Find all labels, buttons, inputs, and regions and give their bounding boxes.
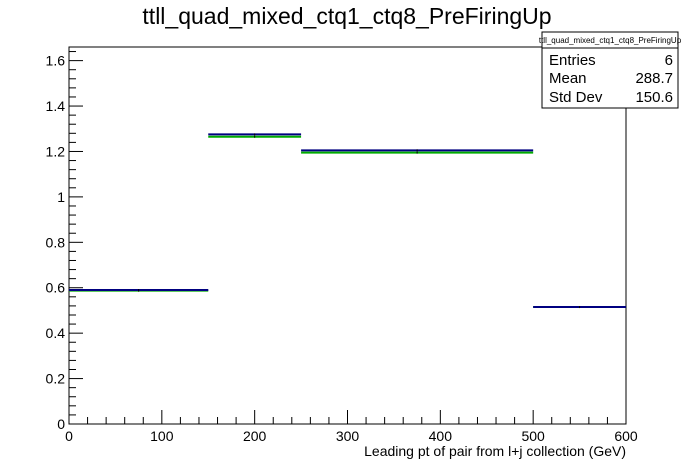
y-tick-label: 0 — [57, 416, 65, 432]
y-tick-label: 0.6 — [46, 280, 66, 296]
stats-entries-label: Entries — [549, 52, 596, 69]
y-tick-label: 1 — [57, 189, 65, 205]
x-tick-label: 0 — [65, 428, 73, 444]
stats-box-frame — [541, 31, 679, 109]
stats-mean-value: 288.7 — [635, 70, 673, 87]
chart-title: ttll_quad_mixed_ctq1_ctq8_PreFiringUp — [142, 3, 551, 29]
x-tick-label: 300 — [336, 428, 360, 444]
y-tick-label: 1.6 — [46, 53, 66, 69]
x-tick-label: 100 — [150, 428, 174, 444]
x-axis-label: Leading pt of pair from l+j collection (… — [364, 443, 626, 459]
y-tick-label: 0.2 — [46, 371, 66, 387]
y-tick-label: 1.2 — [46, 143, 66, 159]
x-tick-label: 200 — [243, 428, 267, 444]
histogram-series — [69, 133, 626, 309]
x-axis: 0 100 200 300 400 500 600 — [65, 410, 638, 444]
stats-std-value: 150.6 — [635, 89, 673, 106]
stats-entries-value: 6 — [665, 52, 673, 69]
stats-std-label: Std Dev — [549, 89, 603, 106]
y-axis: 0 0.2 0.4 0.6 0.8 1 1.2 1.4 1.6 — [46, 51, 83, 432]
y-tick-label: 0.8 — [46, 234, 66, 250]
x-tick-label: 600 — [614, 428, 638, 444]
stats-mean-label: Mean — [549, 70, 587, 87]
y-tick-label: 0.4 — [46, 325, 66, 341]
x-tick-label: 500 — [521, 428, 545, 444]
stats-box: ttll_quad_mixed_ctq1_ctq8_PreFiringUp En… — [539, 31, 682, 109]
stats-box-title: ttll_quad_mixed_ctq1_ctq8_PreFiringUp — [539, 36, 682, 45]
y-tick-label: 1.4 — [46, 98, 66, 114]
x-tick-label: 400 — [429, 428, 453, 444]
